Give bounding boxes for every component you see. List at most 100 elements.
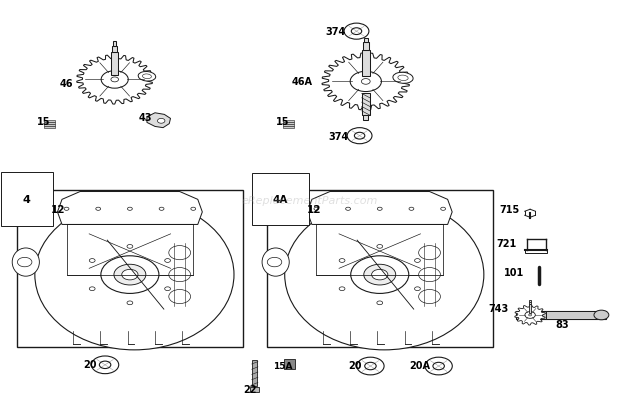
Text: 4A: 4A <box>273 194 288 205</box>
Circle shape <box>355 133 365 140</box>
Circle shape <box>347 128 372 144</box>
FancyBboxPatch shape <box>529 305 531 314</box>
FancyBboxPatch shape <box>283 127 294 128</box>
Text: 15A: 15A <box>273 361 292 370</box>
Circle shape <box>361 79 370 85</box>
Circle shape <box>165 287 171 291</box>
Circle shape <box>364 265 396 285</box>
Circle shape <box>17 258 32 267</box>
Circle shape <box>409 208 414 211</box>
Circle shape <box>377 245 383 249</box>
Polygon shape <box>58 192 202 225</box>
Circle shape <box>415 259 420 263</box>
Circle shape <box>365 363 376 370</box>
Text: 4: 4 <box>23 194 31 205</box>
Text: 374: 374 <box>326 27 346 37</box>
Circle shape <box>89 287 95 291</box>
Text: 46A: 46A <box>291 77 312 87</box>
Circle shape <box>350 72 381 92</box>
FancyBboxPatch shape <box>363 43 369 51</box>
Polygon shape <box>308 192 452 225</box>
Circle shape <box>267 258 281 267</box>
Circle shape <box>418 268 440 282</box>
Circle shape <box>339 287 345 291</box>
Circle shape <box>339 259 345 263</box>
Circle shape <box>101 71 128 89</box>
Circle shape <box>122 269 138 280</box>
FancyBboxPatch shape <box>546 312 601 319</box>
FancyBboxPatch shape <box>283 123 294 124</box>
Circle shape <box>101 256 159 294</box>
FancyBboxPatch shape <box>252 360 257 386</box>
Text: 20: 20 <box>348 360 361 370</box>
Text: 43: 43 <box>138 112 152 122</box>
Circle shape <box>127 245 133 249</box>
Text: 374: 374 <box>329 132 349 141</box>
Circle shape <box>594 310 609 320</box>
FancyBboxPatch shape <box>44 121 55 122</box>
FancyBboxPatch shape <box>361 51 370 77</box>
Circle shape <box>415 287 420 291</box>
Circle shape <box>346 208 350 211</box>
Circle shape <box>351 256 409 294</box>
FancyBboxPatch shape <box>525 251 547 254</box>
Circle shape <box>92 356 119 374</box>
Text: 721: 721 <box>496 238 516 248</box>
Circle shape <box>111 78 118 83</box>
Circle shape <box>352 29 361 35</box>
Ellipse shape <box>393 73 413 84</box>
FancyBboxPatch shape <box>44 123 55 124</box>
FancyBboxPatch shape <box>112 47 117 53</box>
Text: 743: 743 <box>489 303 509 313</box>
FancyBboxPatch shape <box>44 125 55 126</box>
Polygon shape <box>322 54 410 111</box>
Text: 20A: 20A <box>410 360 430 370</box>
Circle shape <box>89 259 95 263</box>
Text: 12: 12 <box>51 205 65 215</box>
Ellipse shape <box>138 72 156 82</box>
Circle shape <box>441 208 446 211</box>
Text: 22: 22 <box>244 384 257 394</box>
Polygon shape <box>515 305 546 325</box>
Text: 12: 12 <box>307 205 321 215</box>
FancyBboxPatch shape <box>283 125 294 126</box>
Circle shape <box>529 314 531 316</box>
FancyBboxPatch shape <box>250 387 259 392</box>
FancyBboxPatch shape <box>283 121 294 122</box>
Circle shape <box>169 268 190 282</box>
Text: 15: 15 <box>276 116 290 126</box>
FancyBboxPatch shape <box>44 127 55 128</box>
Circle shape <box>169 290 190 304</box>
FancyBboxPatch shape <box>17 190 243 347</box>
FancyBboxPatch shape <box>516 311 606 320</box>
Circle shape <box>114 265 146 285</box>
Text: 46: 46 <box>60 79 73 89</box>
FancyBboxPatch shape <box>364 38 368 43</box>
FancyBboxPatch shape <box>529 301 531 302</box>
Circle shape <box>377 301 383 305</box>
FancyBboxPatch shape <box>363 116 368 121</box>
Circle shape <box>344 24 369 40</box>
Circle shape <box>169 246 190 260</box>
Circle shape <box>159 208 164 211</box>
Circle shape <box>95 208 100 211</box>
Circle shape <box>64 208 69 211</box>
Text: 20: 20 <box>83 359 96 369</box>
Ellipse shape <box>35 200 234 350</box>
Circle shape <box>425 357 453 375</box>
Circle shape <box>357 357 384 375</box>
Circle shape <box>378 208 382 211</box>
Polygon shape <box>77 56 153 105</box>
Circle shape <box>191 208 196 211</box>
Circle shape <box>433 363 445 370</box>
Circle shape <box>418 290 440 304</box>
Polygon shape <box>147 113 171 128</box>
FancyBboxPatch shape <box>529 302 531 305</box>
Circle shape <box>165 259 171 263</box>
Ellipse shape <box>262 248 289 277</box>
Circle shape <box>99 361 111 369</box>
FancyBboxPatch shape <box>113 43 117 47</box>
FancyBboxPatch shape <box>284 359 295 369</box>
Ellipse shape <box>285 200 484 350</box>
Circle shape <box>371 269 388 280</box>
